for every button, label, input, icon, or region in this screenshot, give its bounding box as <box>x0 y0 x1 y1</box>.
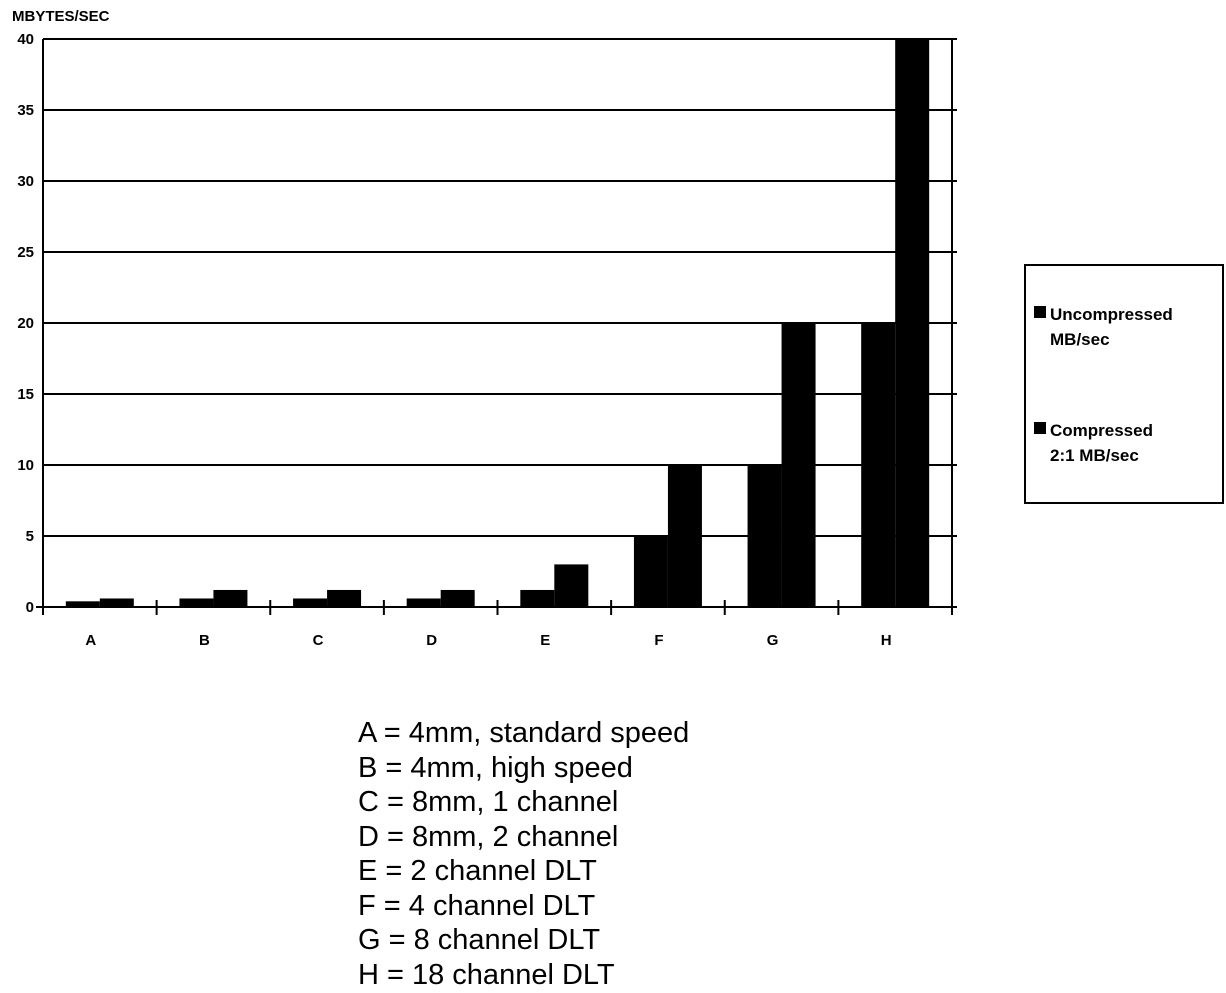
y-tick-labels: 0 5 10 15 20 25 30 35 40 <box>17 31 34 616</box>
bar-d-compressed <box>440 589 475 607</box>
y-tick-label: 30 <box>17 173 34 190</box>
bar-c-compressed <box>327 589 362 607</box>
y-axis-label: MBYTES/SEC <box>12 8 110 25</box>
legend-swatch-compressed <box>1034 422 1046 434</box>
category-key: A = 4mm, standard speed B = 4mm, high sp… <box>358 716 689 992</box>
y-tick-label: 15 <box>17 386 34 403</box>
x-tick-label: A <box>85 632 96 649</box>
bar-f-compressed <box>667 465 702 607</box>
gridlines <box>43 38 952 537</box>
bars <box>65 39 930 607</box>
key-item-d: D = 8mm, 2 channel <box>358 820 619 853</box>
legend-label-compressed: Compressed 2:1 MB/sec <box>1050 421 1153 465</box>
legend-item-uncompressed: Uncompressed MB/sec <box>1034 302 1173 352</box>
y-tick-label: 20 <box>17 315 34 332</box>
x-tick-label: B <box>199 632 210 649</box>
x-tick-label: H <box>881 632 892 649</box>
key-item-h: H = 18 channel DLT <box>358 958 615 991</box>
y-tick-label: 40 <box>17 31 34 48</box>
legend: Uncompressed MB/sec Compressed 2:1 MB/se… <box>1024 264 1224 504</box>
y-tick-label: 25 <box>17 244 34 261</box>
bar-g-compressed <box>781 323 816 607</box>
y-tick-label: 0 <box>26 599 34 616</box>
legend-item-compressed: Compressed 2:1 MB/sec <box>1034 418 1153 468</box>
y-tick-label: 35 <box>17 102 34 119</box>
axes <box>36 38 957 615</box>
bar-h-compressed <box>895 39 930 607</box>
key-item-g: G = 8 channel DLT <box>358 924 601 956</box>
bar-e-uncompressed <box>520 589 555 607</box>
key-item-e: E = 2 channel DLT <box>358 855 597 887</box>
bar-a-uncompressed <box>65 601 100 607</box>
y-tick-label: 5 <box>26 528 34 545</box>
x-tick-label: D <box>426 632 437 649</box>
bar-e-compressed <box>554 564 589 607</box>
bar-a-compressed <box>99 598 134 607</box>
bar-f-uncompressed <box>633 536 668 607</box>
bar-g-uncompressed <box>747 465 782 607</box>
key-item-c: C = 8mm, 1 channel <box>358 786 619 818</box>
x-tick-labels: A B C D E F G H <box>85 632 891 649</box>
bar-c-uncompressed <box>293 598 328 607</box>
key-item-a: A = 4mm, standard speed <box>358 717 690 749</box>
key-item-b: B = 4mm, high speed <box>358 751 633 784</box>
bar-h-uncompressed <box>861 323 896 607</box>
x-tick-label: G <box>767 632 779 649</box>
bar-d-uncompressed <box>406 598 441 607</box>
x-tick-label: E <box>540 632 550 649</box>
bar-b-uncompressed <box>179 598 214 607</box>
key-item-f: F = 4 channel DLT <box>358 889 596 922</box>
y-tick-label: 10 <box>17 457 34 474</box>
legend-swatch-uncompressed <box>1034 306 1046 318</box>
x-tick-label: C <box>313 632 324 649</box>
x-tick-label: F <box>654 632 663 649</box>
legend-label-uncompressed: Uncompressed MB/sec <box>1050 305 1173 349</box>
bar-b-compressed <box>213 589 248 607</box>
